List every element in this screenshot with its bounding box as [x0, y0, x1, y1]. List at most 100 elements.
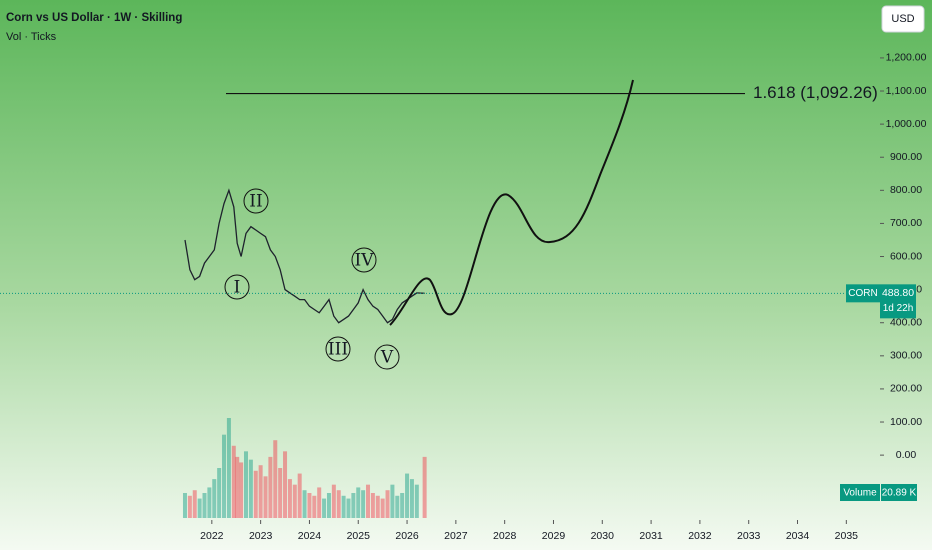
- x-tick-label: 2025: [347, 530, 371, 542]
- volume-bar: [317, 487, 322, 518]
- volume-tag: [840, 484, 880, 501]
- x-tick-label: 2023: [249, 530, 273, 542]
- volume-bar: [258, 465, 263, 518]
- x-tick-label: 2030: [591, 530, 615, 542]
- x-tick-label: 2022: [200, 530, 224, 542]
- volume-bar: [322, 498, 327, 518]
- volume-tag-label: Volume: [843, 488, 877, 499]
- volume-bar: [361, 490, 366, 518]
- symbol-tag: [846, 284, 880, 303]
- y-tick-label: 0.00: [896, 449, 917, 461]
- wave-circle: [351, 247, 377, 273]
- volume-bar: [235, 456, 240, 518]
- volume-bar: [222, 434, 227, 518]
- volume-bar: [370, 493, 375, 518]
- y-tick-label: 1,100.00: [886, 85, 927, 97]
- wave-circle: [374, 344, 400, 370]
- volume-bar: [226, 418, 231, 518]
- symbol-tag-label: CORN: [848, 288, 877, 299]
- volume-bar: [207, 487, 212, 518]
- wave-labels: I II III IV V: [224, 188, 400, 370]
- projection-curve: [389, 79, 634, 326]
- wave-label: V: [380, 348, 394, 368]
- wave-label: III: [328, 340, 348, 360]
- wave-label: II: [249, 192, 262, 212]
- volume-bar: [253, 470, 258, 518]
- volume-bar: [273, 440, 278, 518]
- volume-bar: [302, 490, 307, 518]
- y-tick-label: 600.00: [890, 250, 922, 262]
- volume-bar: [390, 484, 395, 518]
- volume-bar: [287, 479, 292, 518]
- volume-value-tag: [881, 484, 917, 501]
- x-tick-label: 2035: [835, 530, 859, 542]
- volume-bar: [278, 468, 283, 518]
- wave-circle: [224, 274, 250, 300]
- volume-bar: [422, 456, 427, 518]
- volume-bar: [400, 493, 405, 518]
- y-tick-label: 1,000.00: [886, 118, 927, 130]
- volume-bar: [341, 495, 346, 518]
- y-tick-label: 1,200.00: [886, 52, 927, 64]
- volume-bar: [385, 490, 390, 518]
- x-tick-label: 2029: [542, 530, 566, 542]
- volume-bar: [414, 484, 419, 518]
- y-tick-label: 800.00: [890, 184, 922, 196]
- volume-bar: [297, 473, 302, 518]
- volume-bar: [292, 484, 297, 518]
- y-tick-label: 100.00: [890, 416, 922, 428]
- y-tick-label: 700.00: [890, 217, 922, 229]
- x-tick-label: 2034: [786, 530, 810, 542]
- volume-bar: [263, 476, 268, 518]
- wave-circle: [243, 188, 269, 214]
- x-tick-label: 2024: [298, 530, 322, 542]
- currency[interactable]: USD: [891, 13, 914, 25]
- x-tick-label: 2026: [395, 530, 419, 542]
- x-tick-label: 2033: [737, 530, 761, 542]
- x-tick-label: 2028: [493, 530, 517, 542]
- volume-bar: [331, 484, 336, 518]
- volume-bar: [312, 495, 317, 518]
- price-tag-value: 488.80: [882, 287, 914, 299]
- volume-bar: [307, 493, 312, 518]
- volume-bar: [351, 493, 356, 518]
- volume-bar: [356, 487, 361, 518]
- volume-bar: [380, 498, 385, 518]
- volume-bar: [409, 479, 414, 518]
- volume-bar: [212, 479, 217, 518]
- volume-bar: [231, 445, 236, 518]
- volume-bar: [202, 493, 207, 518]
- volume-bar: [283, 451, 288, 518]
- y-tick-label: 200.00: [890, 383, 922, 395]
- plot: [0, 57, 884, 524]
- volume-bar: [375, 495, 380, 518]
- price-tag: [880, 284, 916, 319]
- x-tick-label: 2031: [639, 530, 663, 542]
- x-tick-label: 2032: [688, 530, 712, 542]
- chart-title: Corn vs US Dollar · 1W · Skilling: [6, 12, 182, 24]
- x-tick-label: 2027: [444, 530, 468, 542]
- volume-bar: [243, 451, 248, 518]
- volume-bar: [182, 493, 187, 518]
- indicators: Vol · Ticks: [6, 31, 57, 43]
- volume-bar: [336, 490, 341, 518]
- fib-label: 1.618 (1,092.26): [753, 83, 878, 102]
- volume-bar: [197, 498, 202, 518]
- volume-bar: [405, 473, 410, 518]
- y-tick-label: 900.00: [890, 151, 922, 163]
- volume-bar: [346, 498, 351, 518]
- countdown: 1d 22h: [883, 303, 914, 314]
- volume-bar: [217, 468, 222, 518]
- wave-circle: [325, 336, 351, 362]
- volume-bar: [366, 484, 371, 518]
- wave-label: IV: [355, 251, 375, 271]
- currency-button[interactable]: [881, 5, 925, 33]
- volume-bar: [239, 462, 244, 518]
- wave-label: I: [234, 278, 241, 298]
- y-tick-label: 300.00: [890, 350, 922, 362]
- y-tick-label: 400.00: [890, 317, 922, 329]
- volume-bar: [326, 493, 331, 518]
- volume-bar: [187, 495, 192, 518]
